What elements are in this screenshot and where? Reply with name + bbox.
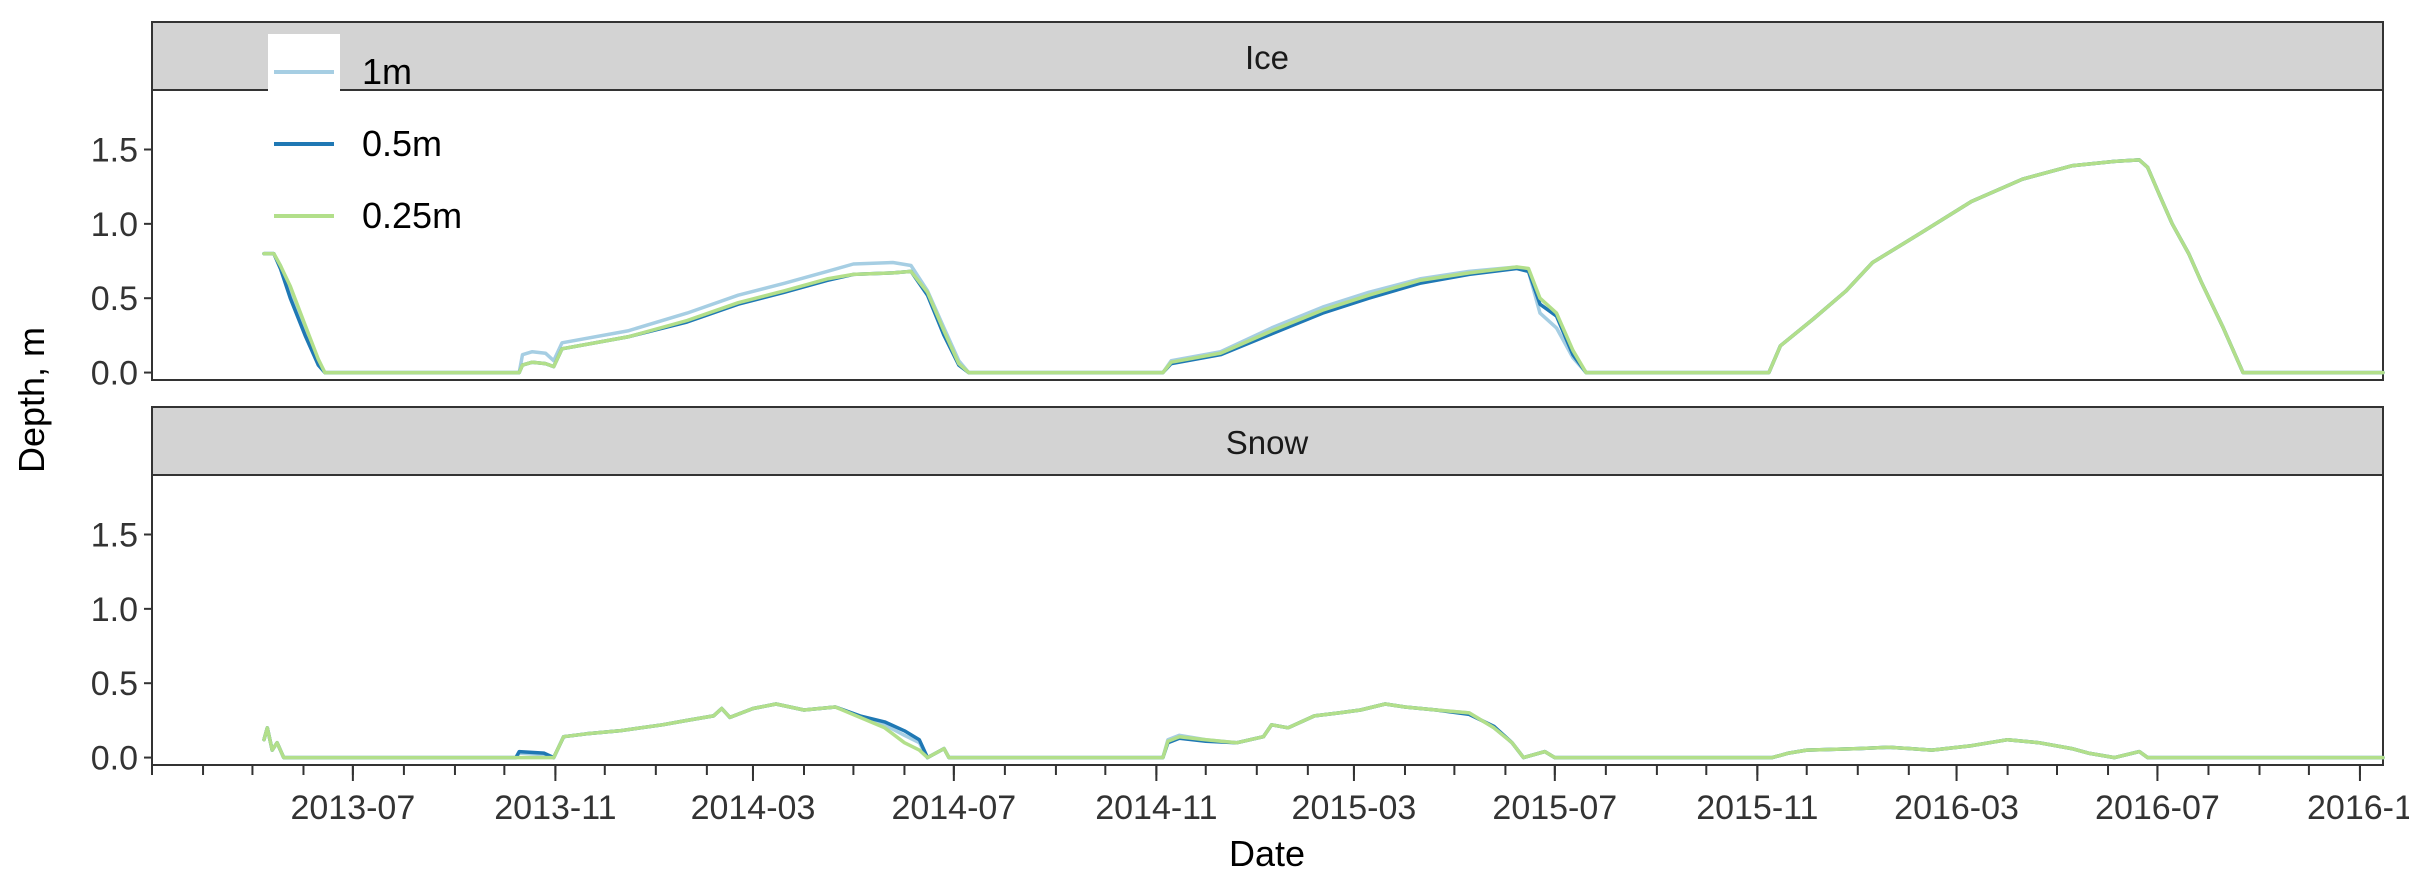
snow-plot-area [151, 474, 2384, 766]
x-tick-label: 2015-07 [1492, 789, 1617, 827]
x-tick-label: 2014-11 [1095, 789, 1217, 827]
ice-strip [151, 21, 2384, 91]
y-tick-label: 0.5 [91, 280, 138, 318]
snow-series-0-25m [262, 702, 2385, 760]
snow-y-axis: 0.0 0.5 1.0 1.5 [91, 516, 152, 778]
legend-label: 0.25m [362, 195, 462, 236]
x-axis-title: Date [1229, 833, 1305, 874]
y-axis-title: Depth, m [11, 327, 52, 473]
y-tick-label: 1.0 [91, 206, 138, 244]
y-tick-label: 1.0 [91, 591, 138, 629]
legend: 1m 0.5m 0.25m [268, 34, 462, 244]
legend-key-background [268, 34, 340, 244]
x-tick-label: 2013-07 [290, 789, 415, 827]
legend-label: 0.5m [362, 123, 442, 164]
x-tick-label: 2016-07 [2095, 789, 2220, 827]
ice-series-0-25m [262, 158, 2385, 375]
x-tick-label: 2015-11 [1696, 789, 1818, 827]
ice-strip-title: Ice [1245, 39, 1289, 76]
ice-panel: Ice 0.0 0.5 1.0 1.5 [91, 21, 2385, 393]
y-tick-label: 1.5 [91, 131, 138, 169]
x-axis: 2013-07 2013-11 2014-03 2014-07 2014-11 2015-… [151, 765, 2409, 827]
x-tick-label: 2015-03 [1292, 789, 1417, 827]
snow-series-layer [262, 702, 2385, 760]
y-tick-label: 0.0 [91, 355, 138, 393]
ice-series-layer [262, 158, 2385, 375]
legend-label: 1m [362, 51, 412, 92]
x-tick-label: 2014-03 [691, 789, 816, 827]
x-tick-label: 2016-03 [1894, 789, 2019, 827]
snow-strip-title: Snow [1226, 424, 1309, 461]
x-tick-label: 2016-1 [2307, 789, 2409, 827]
y-tick-label: 0.5 [91, 665, 138, 703]
snow-panel: Snow 0.0 0.5 1.0 1.5 [91, 406, 2385, 778]
ice-y-axis: 0.0 0.5 1.0 1.5 [91, 131, 152, 393]
y-tick-label: 0.0 [91, 740, 138, 778]
x-tick-label: 2013-11 [494, 789, 616, 827]
x-tick-label: 2014-07 [891, 789, 1016, 827]
y-tick-label: 1.5 [91, 516, 138, 554]
